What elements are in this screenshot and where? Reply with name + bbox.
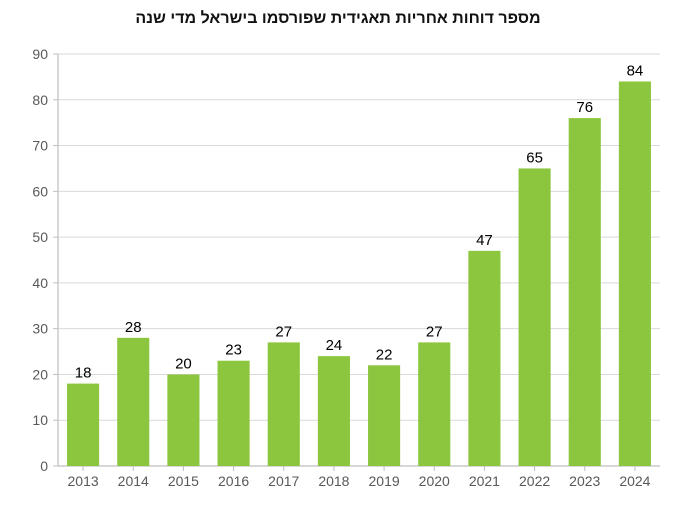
bar-value-label: 18 [75, 365, 92, 382]
chart-title: מספר דוחות אחריות תאגידית שפורסמו בישראל… [0, 0, 676, 36]
bar-value-label: 27 [275, 323, 292, 340]
bar [67, 384, 99, 466]
bar-value-label: 65 [526, 149, 543, 166]
bar [167, 374, 199, 466]
y-tick-label: 30 [32, 321, 48, 337]
x-tick-label: 2020 [419, 473, 450, 489]
y-tick-label: 0 [40, 458, 48, 474]
x-tick-label: 2014 [118, 473, 149, 489]
x-tick-label: 2013 [68, 473, 99, 489]
y-tick-label: 50 [32, 229, 48, 245]
bar-value-label: 76 [576, 99, 593, 116]
bar [418, 342, 450, 466]
y-tick-label: 70 [32, 138, 48, 154]
x-tick-label: 2015 [168, 473, 199, 489]
y-tick-label: 90 [32, 46, 48, 62]
bar [519, 168, 551, 466]
x-tick-label: 2017 [268, 473, 299, 489]
bar-value-label: 20 [175, 355, 192, 372]
bar [318, 356, 350, 466]
chart-svg: 0 10 20 30 40 50 60 70 80 90 18 2013 28 2014 20 2015 23 2… [0, 36, 676, 504]
y-tick-label: 40 [32, 275, 48, 291]
bar-value-label: 22 [376, 346, 393, 363]
x-tick-label: 2023 [569, 473, 600, 489]
x-tick-label: 2019 [369, 473, 400, 489]
y-tick-label: 60 [32, 183, 48, 199]
bar [218, 361, 250, 466]
bar [368, 365, 400, 466]
x-tick-label: 2022 [519, 473, 550, 489]
bar-value-label: 23 [225, 342, 242, 359]
bar-chart: 0 10 20 30 40 50 60 70 80 90 18 2013 28 2014 20 2015 23 2… [0, 36, 676, 504]
y-tick-label: 80 [32, 92, 48, 108]
bar-value-label: 24 [326, 337, 343, 354]
y-tick-label: 10 [32, 412, 48, 428]
bar [468, 251, 500, 466]
x-tick-label: 2018 [318, 473, 349, 489]
bar-value-label: 28 [125, 319, 142, 336]
bar-value-label: 47 [476, 232, 493, 249]
bar-value-label: 27 [426, 323, 443, 340]
bar-value-label: 84 [627, 62, 644, 79]
y-tick-label: 20 [32, 366, 48, 382]
x-tick-label: 2021 [469, 473, 500, 489]
bar [117, 338, 149, 466]
bar [619, 81, 651, 466]
x-tick-label: 2024 [619, 473, 650, 489]
bar [268, 342, 300, 466]
bar [569, 118, 601, 466]
x-tick-label: 2016 [218, 473, 249, 489]
